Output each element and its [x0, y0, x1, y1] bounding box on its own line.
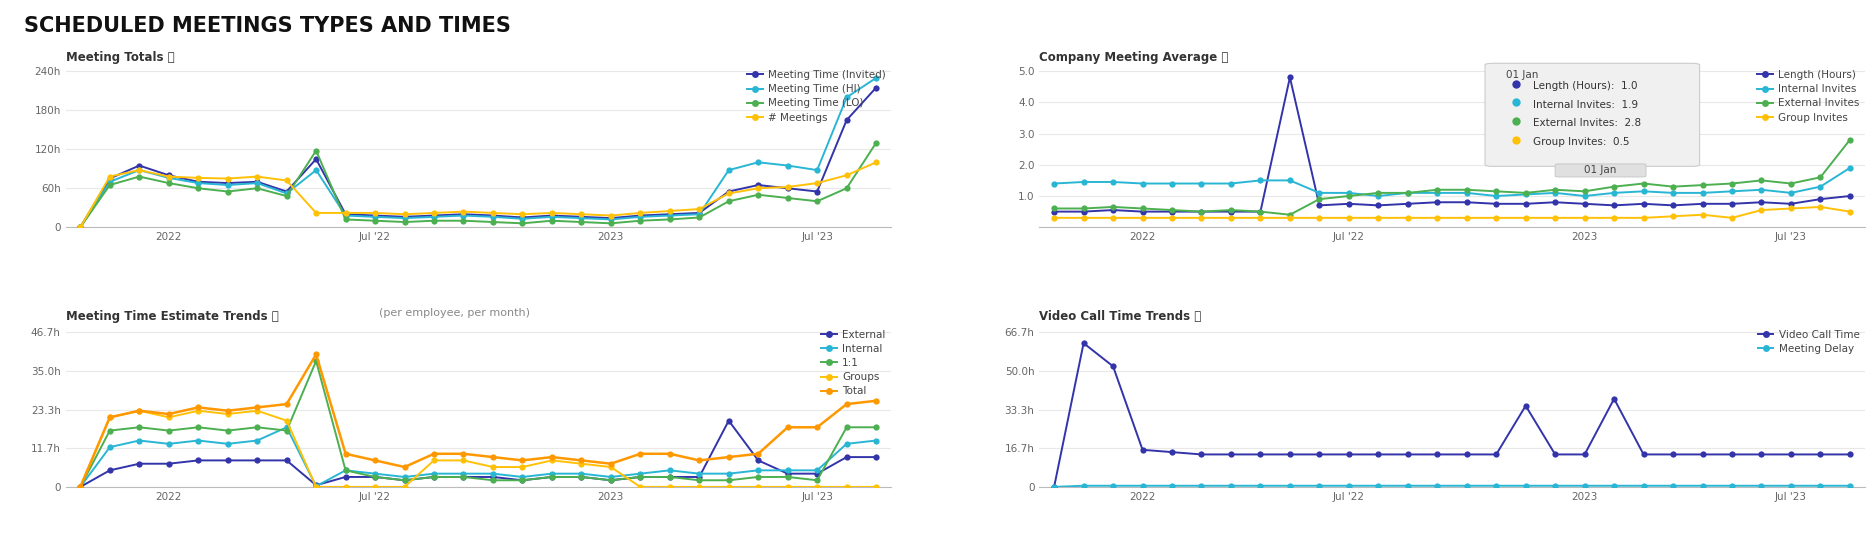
Legend: Video Call Time, Meeting Delay: Video Call Time, Meeting Delay	[1757, 330, 1858, 354]
Text: External Invites:  2.8: External Invites: 2.8	[1532, 118, 1641, 128]
Text: 01 Jan: 01 Jan	[1583, 166, 1616, 175]
Text: (per employee, per month): (per employee, per month)	[378, 308, 530, 318]
Text: Company Meeting Average ⓘ: Company Meeting Average ⓘ	[1040, 51, 1229, 64]
Legend: Length (Hours), Internal Invites, External Invites, Group Invites: Length (Hours), Internal Invites, Extern…	[1757, 70, 1858, 123]
Text: Internal Invites:  1.9: Internal Invites: 1.9	[1532, 100, 1637, 110]
Legend: Meeting Time (Invited), Meeting Time (HI), Meeting Time (LO), # Meetings: Meeting Time (Invited), Meeting Time (HI…	[747, 70, 886, 123]
Text: 01 Jan: 01 Jan	[1504, 70, 1538, 80]
Text: Video Call Time Trends ⓘ: Video Call Time Trends ⓘ	[1040, 311, 1201, 324]
Text: Group Invites:  0.5: Group Invites: 0.5	[1532, 137, 1628, 147]
Legend: External, Internal, 1:1, Groups, Total: External, Internal, 1:1, Groups, Total	[820, 330, 886, 397]
Text: Meeting Time Estimate Trends ⓘ: Meeting Time Estimate Trends ⓘ	[66, 311, 279, 324]
Text: SCHEDULED MEETINGS TYPES AND TIMES: SCHEDULED MEETINGS TYPES AND TIMES	[24, 16, 511, 36]
Text: Meeting Totals ⓘ: Meeting Totals ⓘ	[66, 51, 174, 64]
FancyBboxPatch shape	[1555, 164, 1644, 177]
FancyBboxPatch shape	[1483, 63, 1699, 167]
Text: Length (Hours):  1.0: Length (Hours): 1.0	[1532, 81, 1637, 91]
